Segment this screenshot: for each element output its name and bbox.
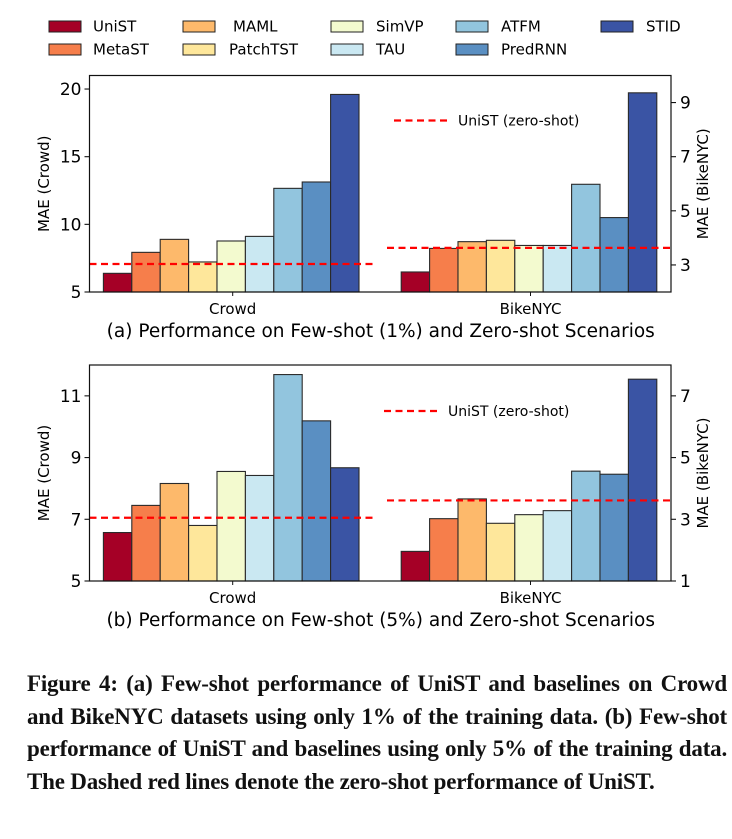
x-tick-label-bikenyc: BikeNYC — [500, 589, 562, 607]
bar-predrnn-crowd — [301, 181, 332, 293]
legend-label: ATFM — [501, 18, 541, 36]
legend-entry-maml: MAML — [182, 18, 278, 36]
bar-predrnn-crowd — [301, 420, 332, 582]
y-axis-label-left: MAE (Crowd) — [35, 425, 53, 521]
legend-label: UniST — [93, 18, 137, 36]
bar-simvp-crowd — [216, 240, 246, 293]
bar-metast-bikenyc — [429, 518, 459, 582]
x-tick-label-bikenyc: BikeNYC — [500, 300, 562, 318]
legend-entry-predrnn: PredRNN — [455, 41, 567, 59]
bar-unist-bikenyc — [400, 550, 431, 582]
y-right-tick-label: 3 — [680, 256, 691, 276]
bar-metast-crowd — [131, 251, 161, 293]
bar-tau-crowd — [244, 235, 275, 293]
y-left-tick-label: 10 — [60, 215, 82, 235]
legend-swatch — [182, 43, 216, 56]
legend-label: PatchTST — [229, 41, 299, 59]
plot-frame — [88, 74, 672, 293]
y-axis-label-right: MAE (BikeNYC) — [694, 128, 712, 239]
y-right-tick-label: 9 — [680, 94, 691, 114]
panel-subtitle: (b) Performance on Few-shot (5%) and Zer… — [106, 610, 655, 631]
bar-atfm-crowd — [273, 374, 303, 582]
legend-swatch — [48, 43, 82, 56]
legend-swatch — [455, 43, 489, 56]
y-left-tick-label: 7 — [71, 510, 82, 530]
bar-maml-bikenyc — [457, 241, 487, 293]
y-right-tick-label: 7 — [680, 148, 691, 168]
legend-entry-tau: TAU — [330, 41, 405, 59]
legend-swatch — [600, 20, 634, 33]
bar-unist-crowd — [102, 272, 133, 293]
y-left-tick-label: 20 — [60, 80, 82, 100]
legend-swatch — [455, 20, 489, 33]
bar-tau-crowd — [244, 474, 275, 582]
x-tick-label-crowd: Crowd — [209, 300, 256, 318]
panel-subtitle: (a) Performance on Few-shot (1%) and Zer… — [107, 321, 655, 342]
plot-frame — [88, 364, 672, 582]
bar-maml-crowd — [159, 482, 190, 582]
bar-stid-bikenyc — [627, 378, 658, 582]
bar-predrnn-bikenyc — [599, 217, 629, 293]
figure-caption: Figure 4: (a) Few-shot performance of Un… — [27, 671, 727, 794]
bar-atfm-bikenyc — [571, 470, 601, 582]
legend-entry-atfm: ATFM — [455, 18, 541, 36]
x-tick-label-crowd: Crowd — [209, 589, 256, 607]
y-left-tick-label: 11 — [60, 387, 82, 407]
bar-simvp-bikenyc — [514, 244, 544, 293]
bar-patchtst-bikenyc — [485, 522, 516, 582]
legend-label: STID — [646, 18, 681, 36]
bar-tau-bikenyc — [542, 510, 573, 582]
legend: UniST MetaST MAML PatchTST SimVP TAU ATFM PredR… — [48, 18, 681, 59]
bar-maml-crowd — [159, 238, 190, 293]
figure-4: UniST MetaST MAML PatchTST SimVP TAU ATFM PredR… — [35, 18, 712, 632]
legend-swatch — [330, 43, 364, 56]
y-left-tick-label: 5 — [71, 283, 82, 303]
bar-predrnn-bikenyc — [599, 473, 629, 582]
legend-label: SimVP — [376, 18, 424, 36]
zero-shot-legend-label: UniST (zero-shot) — [448, 404, 569, 420]
bar-stid-crowd — [330, 93, 360, 293]
bar-tau-bikenyc — [542, 244, 573, 293]
legend-label: MAML — [233, 18, 278, 36]
bar-stid-bikenyc — [627, 92, 658, 293]
bar-maml-bikenyc — [457, 498, 487, 582]
legend-entry-patchtst: PatchTST — [182, 41, 299, 59]
legend-label: TAU — [375, 41, 405, 59]
legend-swatch — [182, 20, 216, 33]
legend-label: PredRNN — [501, 41, 567, 59]
bar-patchtst-crowd — [188, 524, 218, 582]
legend-label: MetaST — [93, 41, 150, 59]
y-left-tick-label: 15 — [60, 148, 82, 168]
bar-atfm-crowd — [273, 187, 303, 293]
y-right-tick-label: 5 — [680, 449, 691, 469]
y-left-tick-label: 5 — [71, 572, 82, 592]
legend-swatch — [330, 20, 364, 33]
y-right-tick-label: 1 — [680, 572, 691, 592]
bar-atfm-bikenyc — [571, 183, 601, 293]
bar-unist-crowd — [102, 531, 133, 582]
bar-stid-crowd — [330, 467, 360, 582]
bar-simvp-bikenyc — [514, 514, 544, 582]
bar-simvp-crowd — [216, 470, 246, 582]
bar-metast-bikenyc — [429, 247, 459, 293]
panel-a: 5 10 15 20 3 5 7 9 Crowd BikeNYC MAE (Crowd) MAE (B… — [35, 74, 712, 342]
bar-patchtst-crowd — [188, 261, 218, 293]
zero-shot-legend-label: UniST (zero-shot) — [458, 114, 579, 130]
y-axis-label-left: MAE (Crowd) — [35, 136, 53, 232]
y-left-tick-label: 9 — [71, 449, 82, 469]
legend-entry-stid: STID — [600, 18, 681, 36]
legend-entry-metast: MetaST — [48, 41, 150, 59]
y-right-tick-label: 7 — [680, 387, 691, 407]
legend-entry-simvp: SimVP — [330, 18, 424, 36]
bar-unist-bikenyc — [400, 271, 431, 293]
y-axis-label-right: MAE (BikeNYC) — [694, 417, 712, 528]
legend-entry-unist: UniST — [48, 18, 137, 36]
y-right-tick-label: 3 — [680, 510, 691, 530]
y-right-tick-label: 5 — [680, 202, 691, 222]
legend-swatch — [48, 20, 82, 33]
